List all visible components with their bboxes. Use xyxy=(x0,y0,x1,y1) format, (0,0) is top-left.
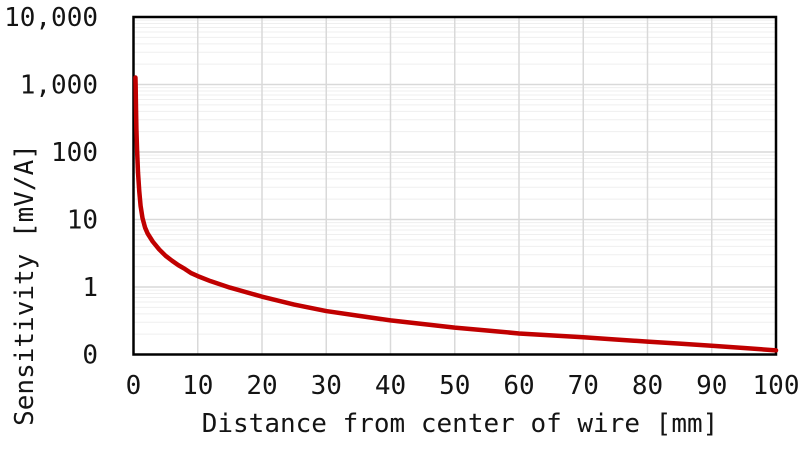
x-axis-title: Distance from center of wire [mm] xyxy=(201,409,719,439)
plot-frame xyxy=(132,15,778,356)
x-tick-label: 60 xyxy=(503,371,534,401)
y-axis-title: Sensitivity [mV/A] xyxy=(10,144,40,426)
x-tick-label: 0 xyxy=(126,371,142,401)
x-tick-label: 80 xyxy=(632,371,663,401)
x-tick-label: 100 xyxy=(753,371,800,401)
y-tick-label: 1 xyxy=(82,273,98,303)
y-tick-label: 10,000 xyxy=(4,3,98,33)
sensitivity-curve xyxy=(133,75,779,353)
x-tick-label: 20 xyxy=(246,371,277,401)
x-tick-label: 40 xyxy=(375,371,406,401)
y-tick-label: 1,000 xyxy=(20,71,98,101)
y-tick-label: 10 xyxy=(67,206,98,236)
x-tick-label: 50 xyxy=(439,371,470,401)
x-tick-label: 30 xyxy=(311,371,342,401)
x-tick-label: 90 xyxy=(696,371,727,401)
x-tick-label: 70 xyxy=(568,371,599,401)
y-tick-label: 100 xyxy=(51,138,98,168)
y-tick-label: 0 xyxy=(82,341,98,371)
x-tick-label: 10 xyxy=(182,371,213,401)
